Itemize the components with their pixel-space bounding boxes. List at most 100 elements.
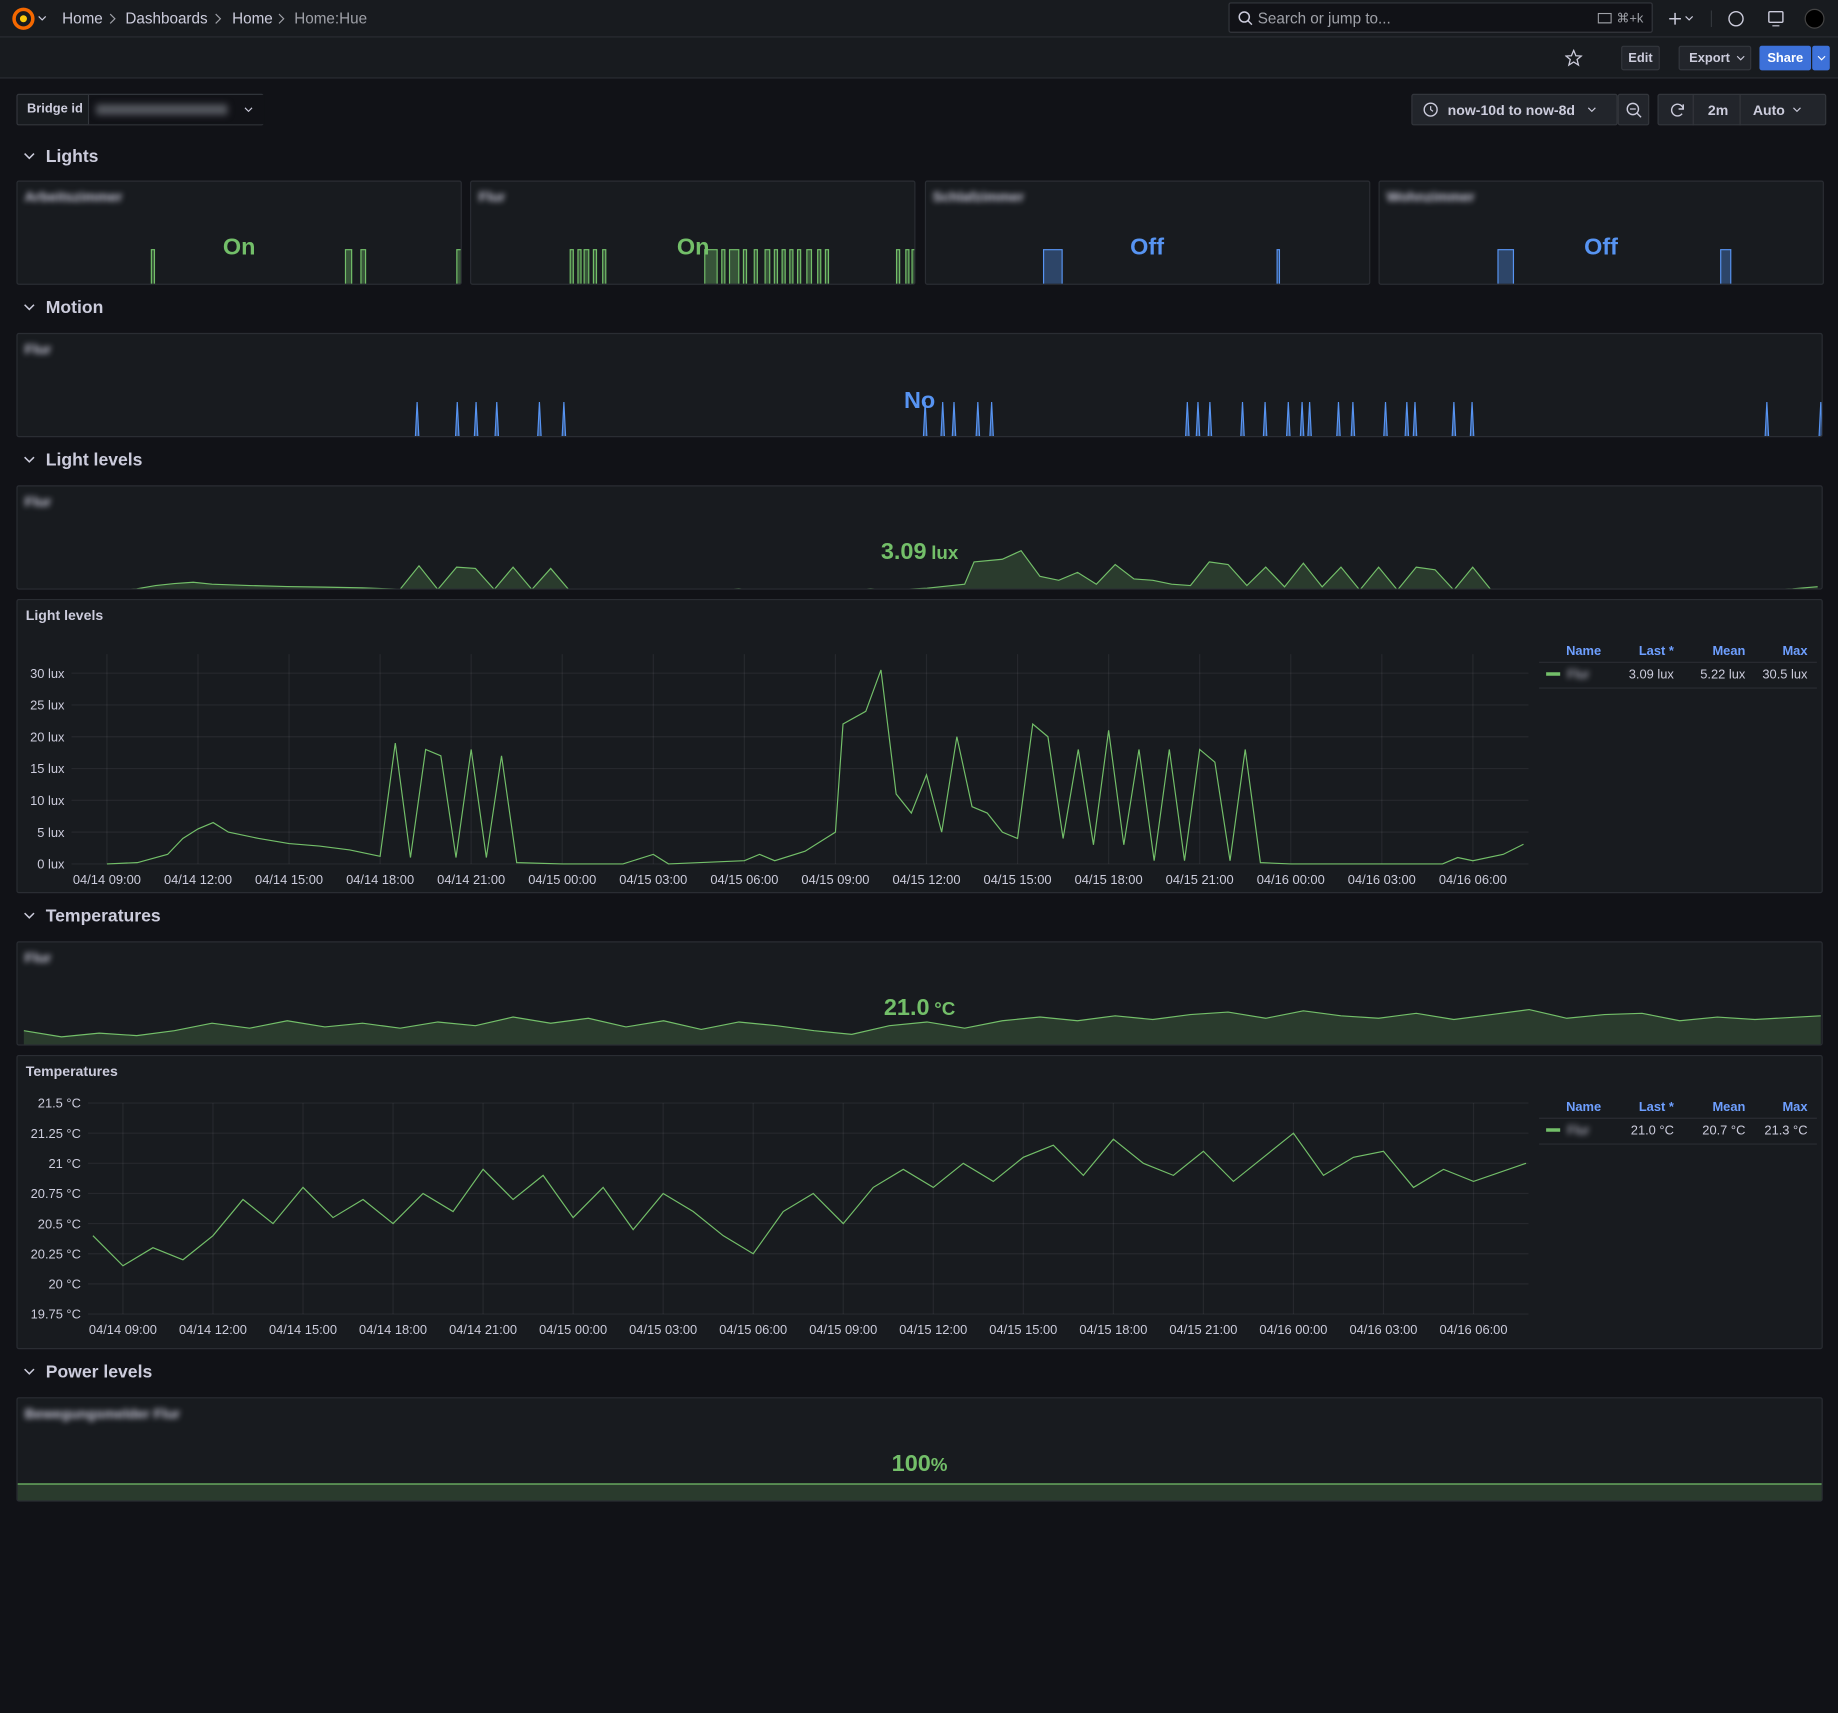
motion-event [1404, 402, 1410, 437]
stat-value: 3.09 lux [18, 539, 1822, 566]
light-state: Off [1584, 234, 1619, 261]
legend-header: Last * [1639, 643, 1674, 658]
legend-header: Last * [1639, 1099, 1674, 1114]
time-picker[interactable]: now-10d to now-8d [1411, 93, 1618, 126]
y-tick-label: 21.5 °C [38, 1096, 81, 1111]
legend-name: Flur [1567, 1123, 1590, 1138]
motion-event [1764, 402, 1770, 437]
x-tick-label: 04/15 15:00 [989, 1322, 1057, 1337]
chart: 19.75 °C 20 °C 20.25 °C 20.5 °C 20.75 °C 21 °… [31, 1096, 1817, 1337]
variable-value[interactable] [87, 94, 265, 125]
grafana-logo[interactable] [11, 6, 37, 32]
motion-event [1299, 402, 1305, 437]
zoom-out[interactable] [1617, 93, 1650, 126]
search-box[interactable]: Search or jump to... ⌘+k [1228, 2, 1653, 33]
x-tick-label: 04/15 03:00 [619, 872, 687, 887]
legend-value: 21.0 °C [1631, 1123, 1674, 1138]
legend-value: 5.22 lux [1700, 667, 1746, 682]
legend-header: Mean [1712, 643, 1745, 658]
x-tick-label: 04/16 00:00 [1259, 1322, 1327, 1337]
x-tick-label: 04/16 03:00 [1349, 1322, 1417, 1337]
on-period [774, 249, 779, 284]
motion-event [473, 402, 479, 437]
on-period [1497, 249, 1514, 284]
x-tick-label: 04/14 15:00 [269, 1322, 337, 1337]
motion-event [1262, 402, 1268, 437]
motion-event [494, 402, 500, 437]
breadcrumb[interactable]: Home [62, 9, 103, 27]
share-dropdown[interactable] [1812, 45, 1830, 71]
on-period [729, 249, 740, 284]
separator [109, 13, 116, 24]
y-tick-label: 25 lux [30, 698, 65, 713]
light-panel: Wohnzimmer Off [1378, 180, 1824, 285]
breadcrumb[interactable]: Dashboards [125, 9, 208, 27]
light-timeline [1497, 249, 1732, 284]
panel-name: Flur [24, 493, 52, 510]
motion-event [1451, 402, 1457, 437]
x-tick-label: 04/14 21:00 [449, 1322, 517, 1337]
motion-event [975, 402, 981, 437]
x-tick-label: 04/15 09:00 [801, 872, 869, 887]
export-button[interactable]: Export [1678, 45, 1752, 71]
timeseries-panel: Light levels 0 lux 5 lux 10 lux 15 lux 20 lux… [16, 598, 1823, 894]
on-period [754, 249, 759, 284]
on-period [360, 249, 367, 284]
x-tick-label: 04/15 18:00 [1075, 872, 1143, 887]
on-period [789, 249, 794, 284]
x-tick-label: 04/16 00:00 [1257, 872, 1325, 887]
chevron [24, 1368, 35, 1375]
motion-event [537, 402, 542, 437]
light-panel: Schlafzimmer Off [924, 180, 1370, 285]
x-tick-label: 04/14 21:00 [437, 872, 505, 887]
x-tick-label: 04/16 03:00 [1348, 872, 1416, 887]
y-tick-label: 20.75 °C [31, 1186, 81, 1201]
y-tick-label: 20.25 °C [31, 1246, 81, 1261]
on-period [743, 249, 748, 284]
motion-event [1307, 402, 1312, 437]
row-title: Power levels [45, 1362, 153, 1383]
on-period [825, 249, 830, 284]
chevron [244, 107, 253, 113]
star-button[interactable] [1564, 49, 1583, 67]
on-period [569, 249, 575, 284]
x-tick-label: 04/14 18:00 [346, 872, 414, 887]
x-tick-label: 04/15 00:00 [528, 872, 596, 887]
power-panel: Bewegungsmelder Flur 100% [16, 1397, 1823, 1502]
y-tick-label: 20.5 °C [38, 1216, 81, 1231]
share-button[interactable]: Share [1759, 45, 1812, 71]
legend-header: Max [1782, 1099, 1808, 1114]
timeseries-panel: Temperatures 19.75 °C 20 °C 20.25 °C 20.5 °C… [16, 1054, 1823, 1350]
refresh-picker[interactable]: 2m Auto [1657, 93, 1827, 126]
top-icons[interactable] [1665, 8, 1829, 29]
stat-panel: Flur 3.09 lux [16, 485, 1823, 590]
x-tick-label: 04/15 21:00 [1169, 1322, 1237, 1337]
on-period [721, 249, 726, 284]
on-period [704, 249, 719, 284]
motion-event [951, 402, 957, 437]
series-line [92, 1132, 1527, 1267]
light-state: On [222, 234, 256, 261]
x-tick-label: 04/16 06:00 [1440, 1322, 1508, 1337]
refresh-interval[interactable]: 2m [1692, 94, 1740, 125]
on-period [1719, 249, 1732, 284]
on-period [905, 249, 910, 284]
power-level [17, 1483, 1822, 1501]
y-tick-label: 10 lux [30, 793, 65, 808]
variable-picker[interactable]: Bridge id [16, 93, 265, 126]
motion-event [1185, 402, 1190, 437]
motion-event [414, 402, 420, 437]
light-state: Off [1130, 234, 1165, 261]
panel-title: Temperatures [25, 1063, 118, 1080]
on-period [577, 249, 582, 284]
separator [278, 13, 285, 24]
on-period [456, 249, 461, 284]
zoom-icon [1625, 102, 1641, 118]
auto-refresh[interactable]: Auto [1739, 94, 1792, 125]
y-tick-label: 0 lux [37, 857, 65, 872]
breadcrumb[interactable]: Home [232, 9, 273, 27]
sparkline [23, 1008, 1821, 1045]
edit-button[interactable]: Edit [1621, 45, 1660, 71]
refresh-icon [1670, 102, 1684, 116]
